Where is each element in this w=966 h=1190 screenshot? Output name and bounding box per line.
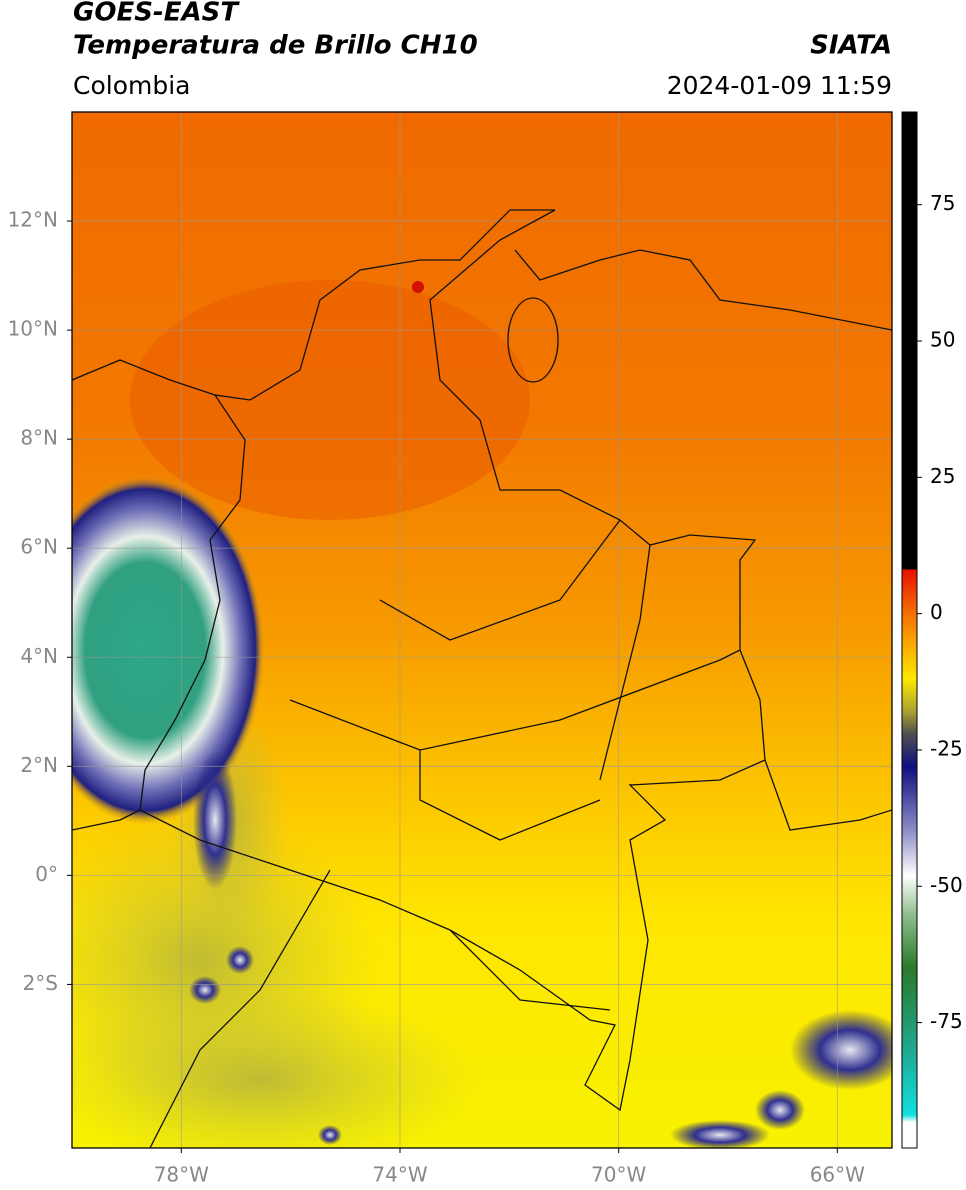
lon-tick-label: 78°W xyxy=(154,1163,209,1187)
colorbar-tick-label: -75 xyxy=(930,1009,963,1033)
graticule xyxy=(72,112,892,1148)
colorbar-tick-label: 50 xyxy=(930,328,955,352)
map-frame xyxy=(71,111,893,1149)
source: SIATA xyxy=(810,31,892,61)
region: Colombia xyxy=(73,71,190,100)
axes: 12°N 10°N 8°N 6°N 4°N 2°N 0° 2°S 78°W 74°W 70°W 66°… xyxy=(8,191,963,1186)
border xyxy=(764,759,892,831)
border xyxy=(449,929,611,1011)
lon-tick-label: 74°W xyxy=(372,1163,427,1187)
title: GOES-EAST xyxy=(73,0,240,28)
colombia-border xyxy=(139,209,766,1112)
lat-tick-label: 2°N xyxy=(20,753,58,777)
lake xyxy=(507,297,559,383)
colorbar-tick-label: 0 xyxy=(930,600,943,624)
lat-tick-label: 12°N xyxy=(8,208,58,232)
colorbar-tick-label: -25 xyxy=(930,736,963,760)
datetime: 2024-01-09 11:59 xyxy=(667,71,892,100)
subtitle: Temperatura de Brillo CH10 xyxy=(73,31,478,61)
coastline xyxy=(72,359,216,396)
border xyxy=(599,544,651,781)
lat-tick-label: 8°N xyxy=(20,426,58,450)
borders xyxy=(72,209,892,1148)
lon-tick-label: 66°W xyxy=(810,1163,865,1187)
lat-tick-label: 2°S xyxy=(23,971,58,995)
lat-tick-label: 4°N xyxy=(20,644,58,668)
colorbar xyxy=(901,111,918,1149)
satellite-image xyxy=(72,112,892,1148)
lat-tick-label: 10°N xyxy=(8,317,58,341)
lat-tick-label: 6°N xyxy=(20,535,58,559)
border xyxy=(289,649,741,751)
coastline xyxy=(72,809,141,831)
border xyxy=(149,869,331,1148)
colorbar-tick-label: -50 xyxy=(930,873,963,897)
colorbar-tick-label: 25 xyxy=(930,464,955,488)
lat-tick-label: 0° xyxy=(35,862,58,886)
coastline xyxy=(514,249,892,331)
colorbar-tick-label: 75 xyxy=(930,191,955,215)
border xyxy=(379,519,621,641)
border xyxy=(419,750,601,841)
lon-tick-label: 70°W xyxy=(591,1163,646,1187)
